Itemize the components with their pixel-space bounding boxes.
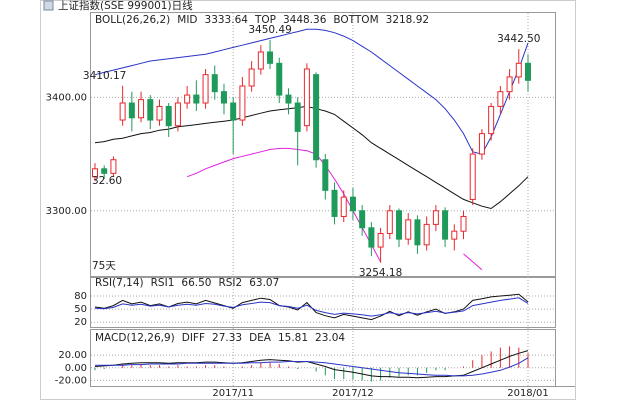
legend-text: RSI1	[151, 277, 175, 289]
legend-text: 15.81	[278, 332, 308, 344]
candle-body	[386, 210, 393, 234]
candle-body	[414, 219, 421, 246]
x-tick-label: 2018/01	[507, 388, 549, 399]
y-tick-label: 20.00	[58, 350, 87, 361]
candle-body	[202, 74, 209, 104]
candle-body	[184, 94, 191, 104]
series-line	[94, 28, 529, 155]
candle-body	[193, 94, 200, 104]
legend-text: 3448.36	[283, 14, 327, 26]
candle-body	[396, 210, 403, 240]
legend-text: 66.50	[181, 277, 211, 289]
y-tick-label: 50	[74, 304, 87, 315]
candle-body	[248, 68, 255, 87]
candle-body	[174, 102, 181, 127]
candle-body	[239, 85, 246, 121]
candle-body	[359, 210, 366, 229]
series-line	[463, 253, 483, 271]
candle-body	[119, 102, 126, 121]
candle-body	[488, 105, 495, 135]
candle-body	[451, 230, 458, 240]
legend-text: DIFF	[182, 332, 205, 344]
annotation: 3450.49	[248, 24, 291, 36]
candle-body	[110, 159, 117, 174]
period-label: 75天	[92, 260, 116, 272]
legend-text: 3333.64	[205, 14, 249, 26]
main-panel	[90, 12, 556, 277]
candle-body	[138, 99, 145, 119]
y-tick-label: -20.00	[55, 375, 87, 386]
candle-body	[128, 102, 135, 119]
legend-text: RSI(7,14)	[95, 277, 144, 289]
annotation: 3254.18	[359, 267, 402, 279]
candle-body	[267, 51, 274, 64]
candle-body	[331, 189, 338, 217]
candle-body	[497, 91, 504, 107]
y-tick-label: 3400.00	[46, 92, 87, 103]
candle-body	[423, 223, 430, 246]
annotation: 3410.17	[83, 70, 126, 82]
series-line	[94, 105, 529, 210]
edge-note: 32.60	[92, 175, 122, 187]
rsi-panel	[90, 277, 556, 328]
y-tick-label: 3300.00	[46, 206, 87, 217]
candle-body	[147, 99, 154, 121]
legend-text: BOLL(26,26,2)	[95, 14, 170, 26]
legend-text: 63.07	[249, 277, 279, 289]
candle-body	[276, 62, 283, 96]
chart-title: 上证指数(SSE 999001)日线	[58, 0, 193, 12]
candle-body	[230, 102, 237, 121]
candle-body	[294, 102, 301, 132]
candle-body	[377, 232, 384, 248]
annotation: 3442.50	[497, 33, 540, 45]
candle-body	[303, 68, 310, 127]
candle-body	[257, 51, 264, 70]
y-tick-label: 0.00	[65, 363, 87, 374]
candle-body	[313, 74, 320, 161]
candle-body	[322, 159, 329, 191]
candle-body	[478, 133, 485, 155]
legend-text: 23.04	[315, 332, 345, 344]
candle-body	[349, 196, 356, 212]
candle-body	[525, 62, 531, 81]
candle-body	[405, 219, 412, 240]
series-line	[95, 357, 529, 377]
candle-body	[432, 210, 439, 225]
candle-body	[285, 94, 292, 104]
candle-body	[101, 168, 108, 174]
legend-text: RSI2	[218, 277, 242, 289]
candle-body	[469, 153, 476, 200]
candle-body	[340, 196, 347, 217]
candle-body	[211, 74, 218, 93]
candle-body	[156, 105, 163, 121]
candle-body	[442, 210, 449, 240]
y-tick-label: 20	[74, 317, 87, 328]
legend-text: DEA	[249, 332, 272, 344]
legend-text: 27.33	[212, 332, 242, 344]
x-tick-label: 2017/11	[212, 388, 254, 399]
icon	[43, 0, 54, 11]
candle-body	[92, 168, 98, 178]
candle-body	[368, 227, 375, 248]
legend-text: MID	[177, 14, 197, 26]
candle-body	[460, 215, 467, 232]
series-line	[186, 147, 382, 263]
legend-text: TOP	[254, 14, 276, 26]
series-line	[94, 297, 529, 317]
y-tick-label: 80	[74, 291, 87, 302]
outer-frame	[40, 0, 576, 400]
candle-body	[515, 62, 522, 78]
legend-text: MACD(12,26,9)	[95, 332, 175, 344]
candle-body	[165, 105, 172, 127]
x-tick-label: 2017/12	[332, 388, 374, 399]
candle-body	[220, 91, 227, 104]
legend-text: 3218.92	[386, 14, 429, 26]
candle-body	[506, 76, 513, 93]
legend-text: BOTTOM	[333, 14, 378, 26]
